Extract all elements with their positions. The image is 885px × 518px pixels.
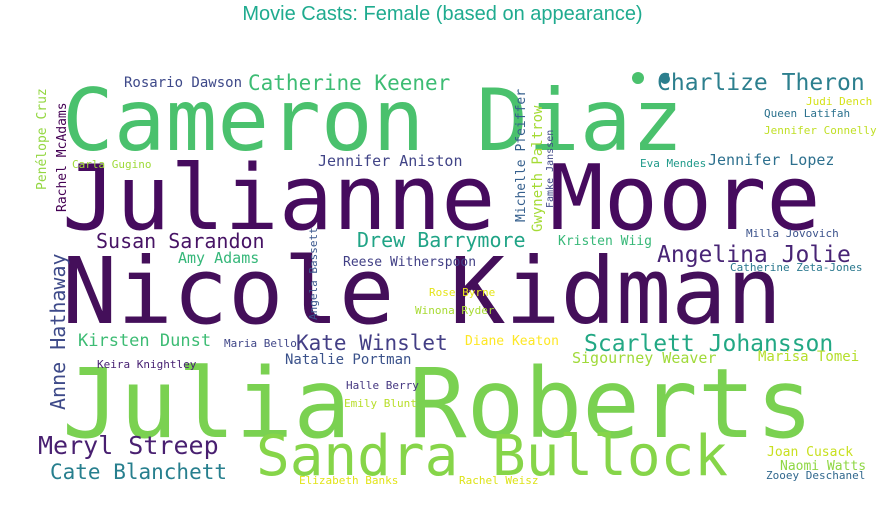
- word-sigourney-weaver: Sigourney Weaver: [572, 349, 717, 367]
- word-susan-sarandon: Susan Sarandon: [96, 229, 265, 253]
- word-michelle-pfeiffer: Michelle Pfeiffer: [514, 89, 529, 222]
- word-charlize-theron: Charlize Theron: [657, 70, 865, 96]
- word-queen-latifah: Queen Latifah: [764, 107, 850, 120]
- word-eva-mendes: Eva Mendes: [640, 157, 706, 170]
- word-carla-gugino: Carla Gugino: [72, 158, 151, 171]
- word-cate-blanchett: Cate Blanchett: [50, 460, 227, 484]
- word-emily-blunt: Emily Blunt: [344, 397, 417, 410]
- word-rachel-weisz: Rachel Weisz: [459, 474, 538, 487]
- word-judi-dench: Judi Dench: [806, 95, 872, 108]
- word-meryl-streep: Meryl Streep: [38, 431, 219, 460]
- word-julia-roberts: Julia Roberts: [62, 348, 813, 460]
- word-catherine-keener: Catherine Keener: [248, 71, 450, 95]
- word-reese-witherspoon: Reese Witherspoon: [343, 255, 476, 270]
- word-cameron-diaz: Cameron Diaz: [62, 71, 683, 171]
- word-naomi-watts: Naomi Watts: [780, 459, 866, 474]
- word-scarlett-johansson: Scarlett Johansson: [584, 331, 833, 357]
- word-rosario-dawson: Rosario Dawson: [124, 75, 242, 91]
- word-anne-hathaway: Anne Hathaway: [46, 253, 70, 410]
- word-rachel-mcadams: Rachel McAdams: [55, 102, 70, 212]
- word-halle-berry: Halle Berry: [346, 379, 419, 392]
- word-maria-bello: Maria Bello: [224, 337, 297, 350]
- word-keira-knightley: Keira Knightley: [97, 358, 197, 371]
- word-joan-cusack: Joan Cusack: [767, 445, 853, 460]
- word-penelope-cruz: Penélope Cruz: [35, 88, 50, 190]
- word-rose-byrne: Rose Byrne: [429, 286, 495, 299]
- word-zooey-deschanel: Zooey Deschanel: [766, 469, 865, 482]
- word-dot-1: [632, 72, 644, 84]
- word-jennifer-lopez: Jennifer Lopez: [708, 151, 834, 169]
- word-julianne-moore: Julianne Moore: [62, 146, 821, 251]
- word-natalie-portman: Natalie Portman: [285, 352, 411, 368]
- word-kristen-wiig: Kristen Wiig: [558, 234, 652, 249]
- word-amy-adams: Amy Adams: [178, 249, 259, 267]
- word-jennifer-connelly: Jennifer Connelly: [764, 124, 877, 137]
- word-sandra-bullock: Sandra Bullock: [256, 424, 728, 489]
- word-kirsten-dunst: Kirsten Dunst: [78, 331, 211, 351]
- word-catherine-zeta-jones: Catherine Zeta-Jones: [730, 261, 862, 274]
- word-jennifer-aniston: Jennifer Aniston: [318, 152, 463, 170]
- word-gwyneth-paltrow: Gwyneth Paltrow: [530, 105, 546, 232]
- word-angelina-jolie: Angelina Jolie: [657, 242, 851, 268]
- word-marisa-tomei: Marisa Tomei: [758, 349, 859, 365]
- word-winona-ryder: Winona Ryder: [415, 304, 495, 317]
- word-elizabeth-banks: Elizabeth Banks: [299, 474, 398, 487]
- word-nicole-kidman: Nicole Kidman: [62, 238, 782, 345]
- word-drew-barrymore: Drew Barrymore: [357, 228, 526, 252]
- word-famke-janssen: Famke Janssen: [545, 130, 556, 208]
- word-angela-bassett: Angela Bassett: [307, 227, 320, 320]
- word-diane-keaton: Diane Keaton: [465, 334, 559, 349]
- word-milla-jovovich: Milla Jovovich: [746, 227, 839, 240]
- chart-title: Movie Casts: Female (based on appearance…: [242, 3, 643, 25]
- word-dot-2: [660, 74, 670, 84]
- word-kate-winslet: Kate Winslet: [296, 331, 448, 355]
